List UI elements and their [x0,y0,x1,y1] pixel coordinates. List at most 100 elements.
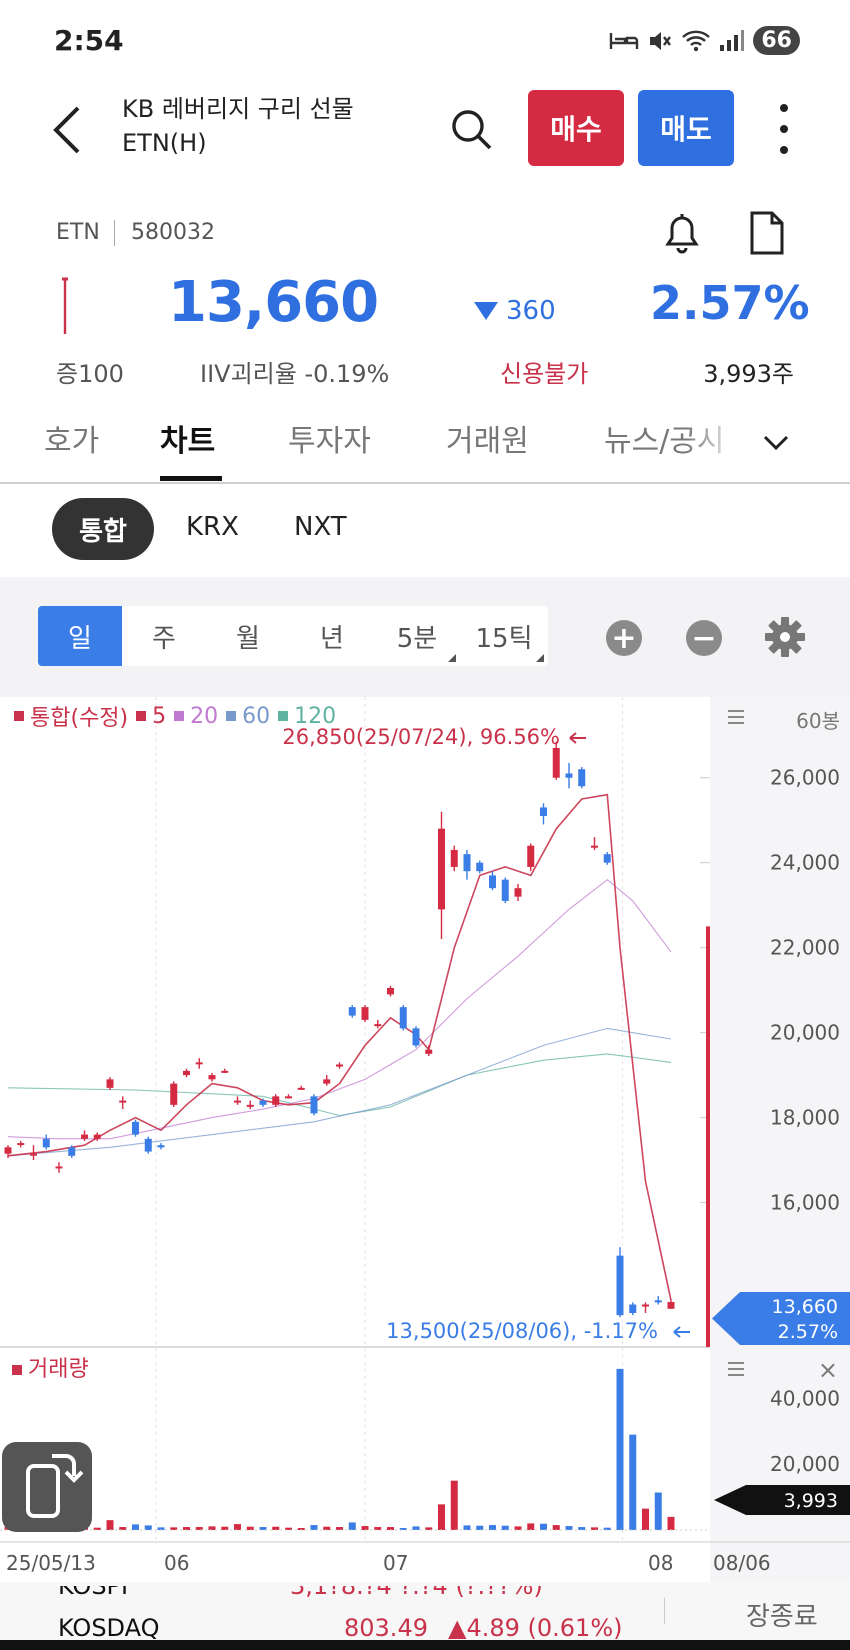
volume-bar [578,1527,586,1530]
period-year[interactable]: 년 [320,623,344,654]
candle [654,1296,662,1305]
segment-nxt[interactable]: NXT [294,512,347,542]
candle-body [348,1007,356,1016]
candle-body [565,773,573,778]
tab-orderbook[interactable]: 호가 [44,424,100,459]
period-15tick[interactable]: 15틱 [460,606,548,666]
volume-bar [259,1527,267,1530]
volume-bar [144,1525,152,1530]
candle [310,1094,318,1116]
candle-body [93,1134,101,1139]
candle-body [603,854,611,863]
period-15tick-label: 15틱 [475,623,533,654]
candle-body [374,1024,382,1027]
candle-body [501,879,509,901]
volume-bar [374,1527,382,1530]
candle-body [208,1075,216,1080]
period-week[interactable]: 주 [152,623,176,654]
segment-krx[interactable]: KRX [186,512,239,542]
candle-body [272,1096,280,1105]
volume-bar [348,1522,356,1530]
candle [450,845,458,872]
candle [361,1005,369,1022]
candle-body [170,1083,178,1105]
candle-body [17,1143,25,1146]
tab-investor[interactable]: 투자자 [288,424,371,459]
candle [616,1247,624,1318]
search-icon[interactable] [448,106,496,154]
back-icon[interactable] [48,100,88,160]
market-closed-label: 장종료 [746,1602,818,1632]
tab-news[interactable]: 뉴스/공시 [604,424,725,459]
rotate-screen-button[interactable] [2,1442,92,1532]
candle-body [259,1100,267,1105]
candle-body [591,845,598,848]
sell-button[interactable]: 매도 [638,90,734,166]
down-triangle-icon [474,302,498,320]
segment-combined[interactable]: 통합 [52,498,154,560]
candle [438,811,445,940]
candle-body [119,1100,127,1103]
credit-status: 신용불가 [500,360,589,388]
stock-code: 580032 [131,220,215,245]
candle [221,1068,229,1073]
candle [374,1019,382,1029]
chart-menu-icon[interactable] [728,710,744,724]
candle [170,1081,178,1107]
candle [540,803,547,825]
volume-bar [132,1524,139,1530]
volume-legend-label: 거래량 [28,1357,89,1382]
tab-chart[interactable]: 차트 [160,424,216,459]
chevron-down-icon[interactable] [762,428,790,456]
date-label: 25/05/13 [6,1551,96,1575]
document-icon[interactable] [748,210,786,256]
volume-bar [565,1526,573,1530]
candle-body [476,862,484,872]
volume-bar [119,1527,127,1530]
volume-bar [425,1527,433,1530]
candle [183,1068,190,1078]
candle-body [552,747,560,778]
volume-bars [0,1368,710,1531]
date-label: 06 [164,1551,189,1575]
bell-icon[interactable] [660,208,704,256]
volume-menu-icon[interactable] [728,1362,744,1376]
more-menu-icon[interactable] [774,104,794,154]
candle-body [654,1300,662,1303]
candle [603,852,611,865]
candle-body [157,1145,165,1148]
buy-button[interactable]: 매수 [528,90,624,166]
candle [514,883,522,901]
period-day[interactable]: 일 [38,606,122,666]
volume-bar [157,1527,165,1530]
ma20-line [7,878,672,1140]
volume-bar [272,1526,280,1530]
volume-bar [234,1524,241,1530]
candle [106,1077,114,1090]
candles [4,741,710,1347]
tab-broker[interactable]: 거래원 [446,424,529,459]
high-arrow-icon [569,732,586,744]
volume-bar [603,1527,611,1530]
status-icons: 66 [609,26,800,55]
price-chart[interactable]: 26,000 24,000 22,000 20,000 18,000 16,000 40,… [0,697,850,1582]
volume-bar [476,1525,484,1530]
battery-icon: 66 [753,26,800,55]
candle [17,1140,25,1148]
candle [119,1096,127,1110]
zoom-out-icon[interactable]: − [686,620,722,656]
candle-body [246,1104,254,1107]
candle [42,1134,50,1150]
ma120-line [7,1053,672,1117]
market-type: ETN [56,220,100,245]
volume-close-icon[interactable]: × [818,1356,838,1384]
legend-ma5: 5 [152,703,167,729]
candle-body [527,845,535,867]
candle-body [42,1138,50,1148]
gear-icon[interactable] [764,616,806,658]
current-volume-label: 3,993 [784,1490,838,1512]
period-5min[interactable]: 5분 [374,606,460,666]
zoom-in-icon[interactable]: + [606,620,642,656]
price-tick-label: 22,000 [770,936,840,960]
period-month[interactable]: 월 [236,623,260,654]
